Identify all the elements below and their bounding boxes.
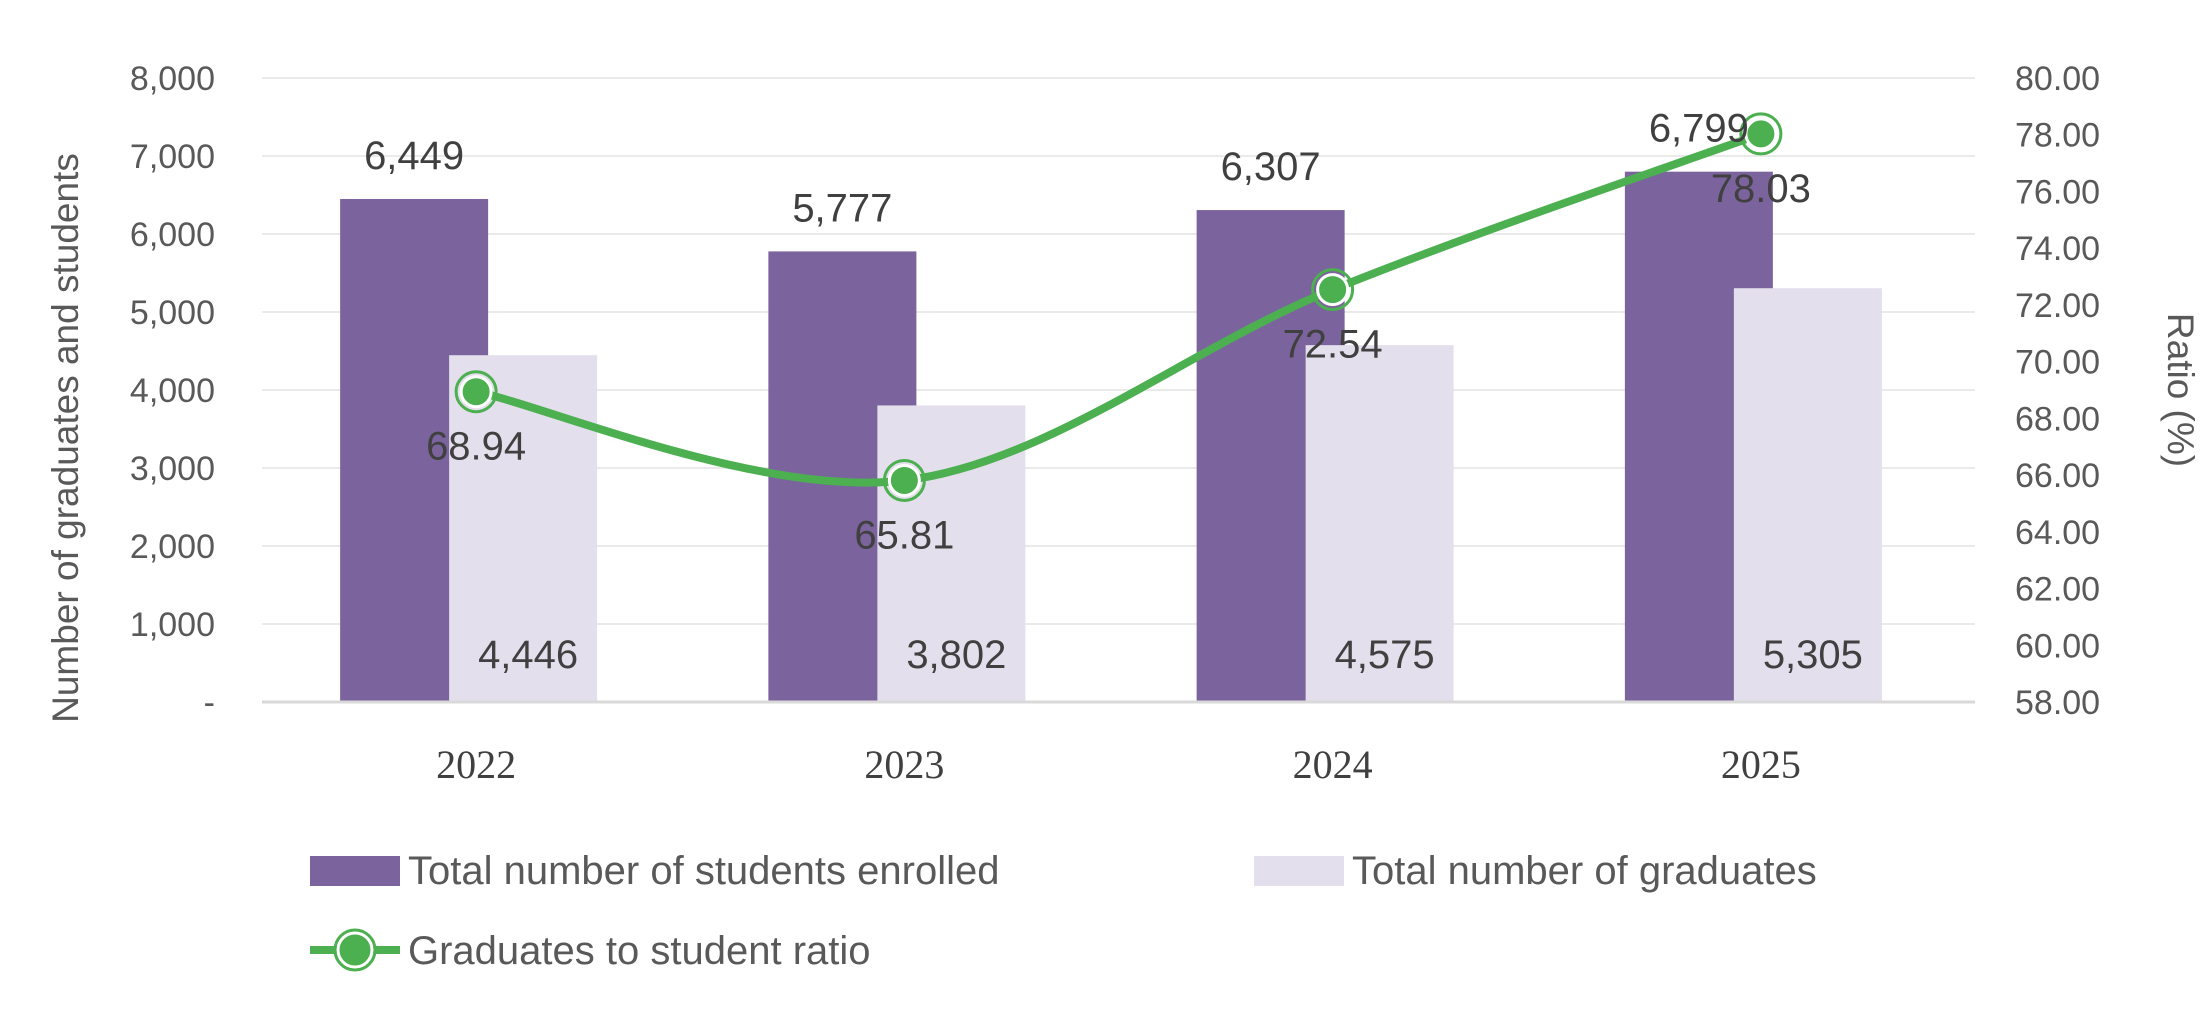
y-tick-label: 2,000 [130,528,215,566]
data-label-graduates: 5,305 [1763,633,1863,677]
ratio-line-layer [454,112,1783,502]
legend-label-graduates: Total number of graduates [1352,849,1817,893]
y2-tick-label: 72.00 [2015,287,2100,325]
ratio-marker[interactable] [1316,273,1350,307]
data-label-enrolled: 6,307 [1221,145,1321,189]
legend-marker-ratio-ring [333,928,377,972]
legend-swatch-enrolled [310,856,400,886]
y-axis-title: Number of graduates and students [45,153,86,723]
data-label-enrolled: 5,777 [792,186,892,230]
y2-tick-label: 62.00 [2015,571,2100,609]
bar-graduates[interactable] [1733,288,1882,702]
y-tick-label: 7,000 [130,138,215,176]
x-tick-label: 2022 [436,742,516,787]
y2-tick-label: 76.00 [2015,173,2100,211]
data-label-graduates: 4,575 [1335,633,1435,677]
y2-tick-label: 74.00 [2015,230,2100,268]
ratio-marker[interactable] [887,463,921,497]
ratio-marker[interactable] [1744,117,1778,151]
data-label-ratio: 65.81 [854,513,954,557]
data-label-ratio: 78.03 [1711,167,1811,211]
x-tick-label: 2024 [1293,742,1373,787]
bars [340,171,1882,703]
data-labels: 6,449 4,446 5,777 3,802 6,307 4,575 6,799 5,305… [364,107,1863,677]
legend-item-ratio[interactable]: Graduates to student ratio [310,928,871,973]
ratio-marker-ring [1739,112,1783,156]
data-label-graduates: 3,802 [906,633,1006,677]
ratio-marker-ring [882,458,926,502]
ratio-line[interactable] [472,129,1765,487]
data-label-graduates: 4,446 [478,633,578,677]
x-tick-label: 2025 [1721,742,1801,787]
legend: Total number of students enrolled Total … [310,849,1817,973]
y-tick-label: 5,000 [130,294,215,332]
data-label-enrolled: 6,799 [1649,107,1749,151]
data-label-ratio: 68.94 [426,425,526,469]
y-tick-label: - [204,684,215,722]
y-tick-label: 3,000 [130,450,215,488]
y2-tick-label: 70.00 [2015,344,2100,382]
y2-tick-label: 80.00 [2015,60,2100,98]
y-tick-label: 4,000 [130,372,215,410]
y2-tick-label: 78.00 [2015,117,2100,155]
axes: - 1,000 2,000 3,000 4,000 5,000 6,000 7,000 8,00… [130,60,2100,787]
y2-tick-label: 58.00 [2015,684,2100,722]
bar-graduates[interactable] [1305,345,1454,702]
data-label-enrolled: 6,449 [364,134,464,178]
legend-label-ratio: Graduates to student ratio [408,929,871,973]
y-tick-label: 6,000 [130,216,215,254]
legend-item-enrolled[interactable]: Total number of students enrolled [310,849,999,893]
ratio-marker-ring [1311,268,1355,312]
legend-marker-ratio [336,931,374,969]
ratio-marker-ring [454,370,498,414]
legend-swatch-graduates [1254,856,1344,886]
x-tick-label: 2023 [864,742,944,787]
legend-item-graduates[interactable]: Total number of graduates [1254,849,1817,893]
data-label-ratio: 72.54 [1283,323,1383,367]
y2-tick-label: 66.00 [2015,457,2100,495]
ratio-marker[interactable] [459,375,493,409]
y-tick-label: 1,000 [130,606,215,644]
y2-axis-title: Ratio (%) [2160,313,2201,467]
y2-tick-label: 68.00 [2015,400,2100,438]
legend-label-enrolled: Total number of students enrolled [408,849,999,893]
y2-tick-label: 64.00 [2015,514,2100,552]
y2-tick-label: 60.00 [2015,627,2100,665]
y-tick-label: 8,000 [130,60,215,98]
